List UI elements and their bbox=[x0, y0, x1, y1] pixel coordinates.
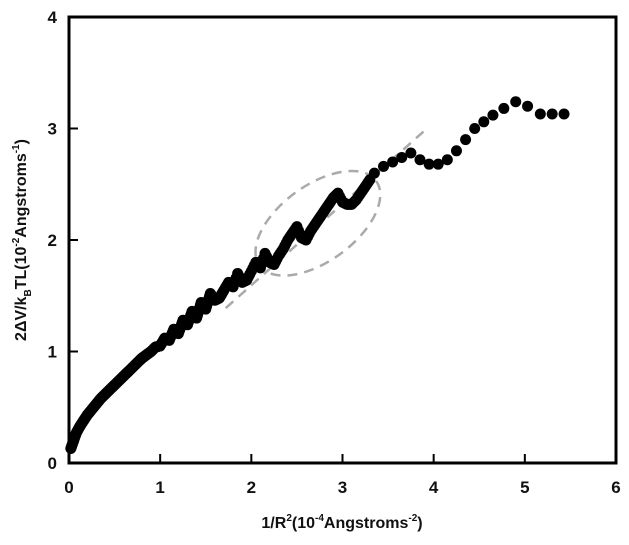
data-point bbox=[423, 158, 435, 170]
y-tick-label: 4 bbox=[48, 8, 58, 27]
plot-frame bbox=[67, 15, 618, 465]
data-point bbox=[378, 160, 390, 172]
data-point bbox=[441, 154, 453, 166]
x-tick-label: 2 bbox=[247, 478, 256, 497]
data-point bbox=[522, 100, 534, 112]
x-tick-label: 1 bbox=[155, 478, 164, 497]
data-point bbox=[498, 102, 510, 114]
y-tick-label: 2 bbox=[48, 231, 57, 250]
x-axis-ticks: 0 1 2 3 4 5 6 bbox=[64, 454, 621, 497]
data-point bbox=[405, 147, 417, 159]
data-point bbox=[534, 108, 546, 120]
x-tick-label: 6 bbox=[611, 478, 620, 497]
y-tick-label: 0 bbox=[48, 454, 57, 473]
data-point bbox=[469, 123, 481, 134]
data-point bbox=[414, 154, 426, 166]
y-axis-title: 2ΔV/kBTL(10-2Angstroms-1) bbox=[11, 139, 34, 341]
x-tick-label: 4 bbox=[429, 478, 439, 497]
plot-area bbox=[65, 96, 570, 455]
data-point bbox=[368, 167, 380, 179]
y-tick-label: 1 bbox=[48, 343, 57, 362]
x-axis-title: 1/R2(10-4Angstroms-2) bbox=[261, 513, 422, 532]
data-point bbox=[558, 108, 570, 120]
x-tick-label: 5 bbox=[520, 478, 529, 497]
data-point bbox=[450, 145, 462, 157]
data-point bbox=[387, 156, 399, 168]
y-axis-ticks: 0 1 2 3 4 bbox=[48, 8, 78, 473]
data-point bbox=[546, 108, 558, 120]
x-tick-label: 3 bbox=[338, 478, 347, 497]
data-point bbox=[510, 96, 522, 108]
data-point bbox=[432, 158, 444, 170]
data-point bbox=[460, 134, 472, 146]
data-point bbox=[478, 116, 490, 128]
data-point bbox=[396, 151, 408, 163]
data-point bbox=[487, 109, 499, 121]
x-tick-label: 0 bbox=[64, 478, 73, 497]
y-tick-label: 3 bbox=[48, 120, 57, 139]
